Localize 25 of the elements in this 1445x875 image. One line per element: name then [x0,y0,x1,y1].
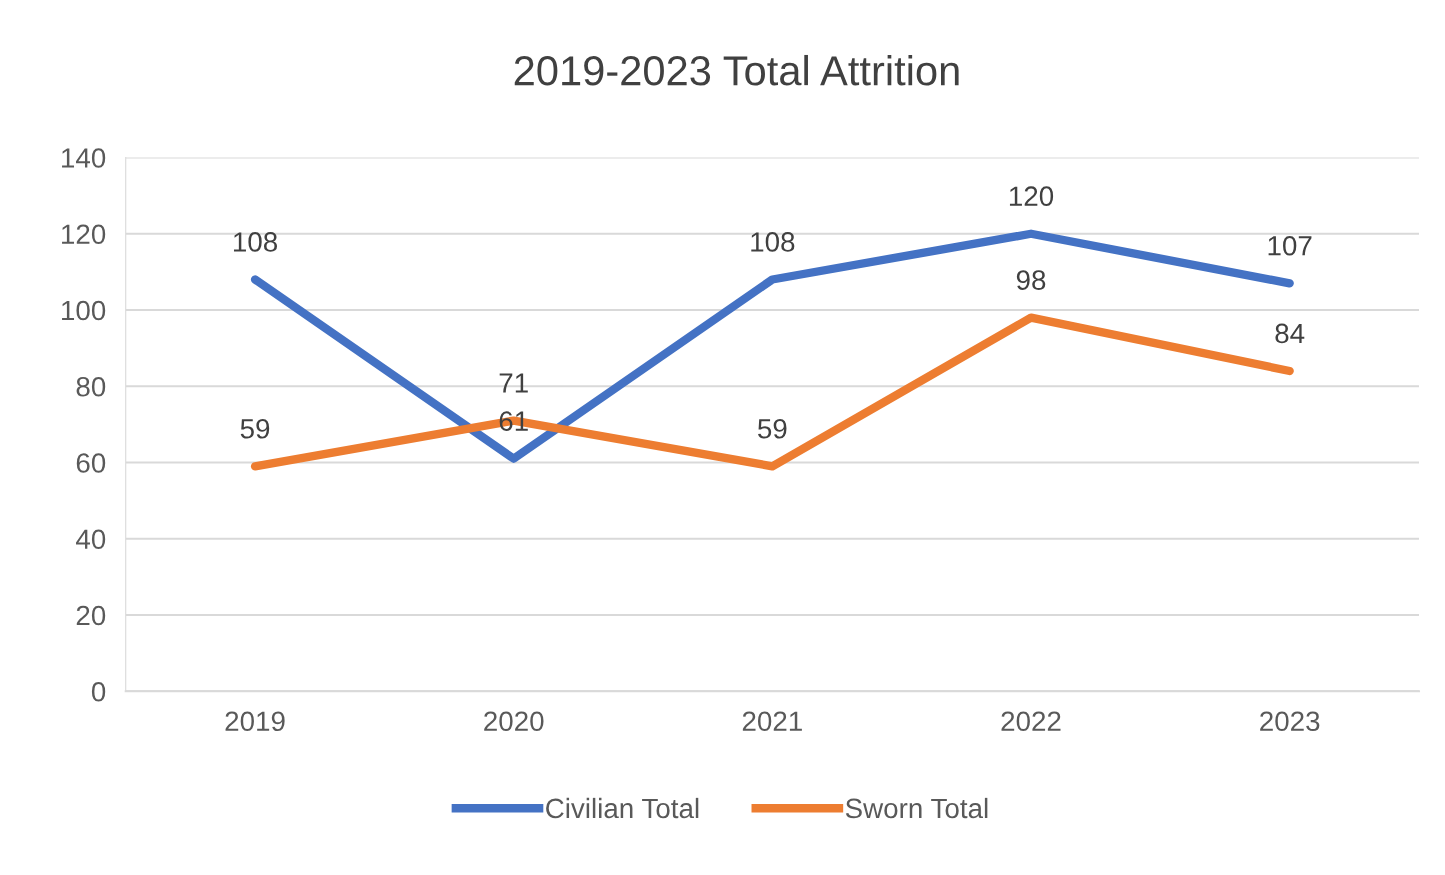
legend-label: Civilian Total [546,797,699,819]
y-tick-label: 140 [62,148,106,168]
data-label: 120 [1009,186,1054,207]
y-tick-label: 80 [76,376,106,397]
data-label: 59 [240,418,270,439]
chart-title: 2019-2023 Total Attrition [514,54,959,86]
x-tick-label: 2020 [484,711,544,732]
data-label: 84 [1275,323,1305,344]
data-label: 107 [1268,235,1312,256]
x-tick-label: 2022 [1001,711,1061,732]
x-tick-label: 2021 [742,711,802,732]
data-label: 108 [751,232,795,252]
y-tick-label: 120 [62,224,106,245]
x-tick-label: 2023 [1260,711,1320,732]
legend-label: Sworn Total [845,797,988,819]
data-label: 98 [1016,270,1046,290]
y-tick-label: 100 [62,300,106,321]
data-label: 71 [499,373,528,393]
y-tick-label: 0 [91,681,106,702]
x-tick-label: 2019 [225,711,285,732]
data-label: 108 [233,232,278,252]
y-tick-label: 60 [76,453,106,473]
y-tick-label: 20 [76,605,106,626]
data-label: 59 [758,418,787,439]
y-tick-label: 40 [76,529,106,550]
